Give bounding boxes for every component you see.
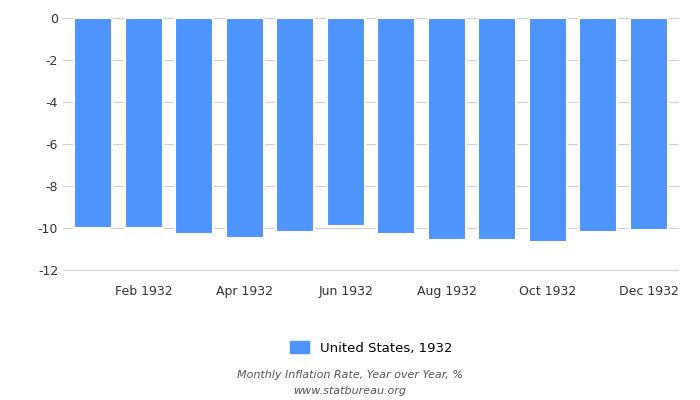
Bar (428, 18, 466, 240)
Bar (377, 18, 415, 234)
Bar (226, 18, 264, 238)
Bar (478, 18, 516, 240)
Bar (74, 18, 112, 228)
Bar (528, 18, 567, 242)
Bar (276, 18, 314, 232)
Legend: United States, 1932: United States, 1932 (283, 335, 459, 362)
Text: www.statbureau.org: www.statbureau.org (293, 386, 407, 396)
Bar (175, 18, 214, 234)
Bar (125, 18, 162, 228)
Bar (580, 18, 617, 232)
Bar (327, 18, 365, 226)
Text: Monthly Inflation Rate, Year over Year, %: Monthly Inflation Rate, Year over Year, … (237, 370, 463, 380)
Bar (630, 18, 668, 230)
